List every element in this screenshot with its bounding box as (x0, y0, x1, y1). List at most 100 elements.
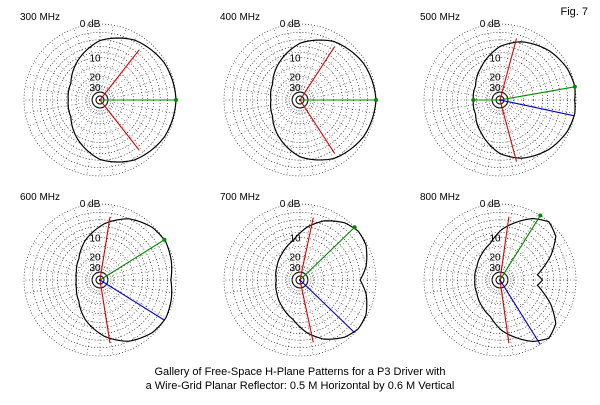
ring-label: 20 (489, 72, 501, 83)
grid-spoke (499, 279, 539, 346)
grid-spoke (25, 266, 101, 281)
grid-spoke (261, 99, 301, 166)
red-line (499, 99, 518, 162)
grid-spoke (25, 99, 101, 114)
grid-spoke (99, 279, 159, 330)
grid-spoke (299, 279, 359, 330)
grid-spoke (299, 279, 327, 352)
green-marker (162, 237, 167, 242)
grid-spoke (273, 208, 301, 281)
grid-spoke (99, 279, 114, 355)
grid-spoke (99, 28, 127, 101)
ring-label: 0 dB (280, 19, 301, 30)
grid-spoke (299, 99, 339, 166)
ring-label: 10 (289, 234, 301, 245)
grid-spoke (428, 99, 501, 127)
green-marker (174, 98, 178, 102)
grid-ring (86, 266, 114, 294)
grid-spoke (299, 28, 327, 101)
grid-spoke (499, 25, 514, 101)
grid-spoke (499, 99, 566, 139)
grid-spoke (486, 99, 501, 175)
grid-ring (446, 226, 554, 334)
grid-spoke (225, 279, 301, 294)
grid-spoke (486, 279, 501, 355)
grid-spoke (99, 25, 114, 101)
grid-spoke (250, 279, 301, 339)
chart-title: 400 MHz (220, 12, 260, 23)
ring-label: 10 (89, 54, 101, 65)
grid-spoke (99, 86, 175, 101)
green-line (499, 86, 575, 101)
red-line (299, 46, 336, 101)
grid-ring (486, 86, 514, 114)
grid-spoke (299, 279, 350, 339)
red-line (99, 99, 140, 151)
grid-spoke (99, 61, 166, 101)
green-marker (572, 84, 577, 89)
grid-spoke (61, 279, 101, 346)
grid-spoke (225, 86, 301, 101)
grid-spoke (234, 61, 301, 101)
grid-spoke (499, 205, 514, 281)
grid-spoke (99, 214, 139, 281)
grid-spoke (499, 230, 559, 281)
grid-spoke (434, 241, 501, 281)
grid-spoke (299, 205, 314, 281)
ring-label: 30 (89, 263, 101, 274)
grid-spoke (299, 279, 375, 294)
grid-spoke (425, 279, 501, 294)
grid-spoke (299, 279, 314, 355)
grid-ring (223, 203, 377, 357)
grid-ring (452, 232, 548, 328)
blue-line (99, 279, 165, 321)
grid-spoke (228, 73, 301, 101)
ring-label: 0 dB (80, 199, 101, 210)
grid-spoke (450, 41, 501, 101)
ring-label: 0 dB (80, 19, 101, 30)
grid-spoke (25, 86, 101, 101)
red-line (99, 49, 140, 101)
grid-spoke (99, 99, 175, 114)
grid-spoke (99, 279, 127, 352)
grid-spoke (34, 279, 101, 319)
grid-spoke (450, 279, 501, 339)
grid-spoke (299, 279, 372, 307)
ring-label: 20 (489, 252, 501, 263)
grid-spoke (99, 34, 139, 101)
red-line (99, 216, 111, 281)
grid-spoke (499, 279, 514, 355)
grid-ring (423, 203, 577, 357)
grid-spoke (225, 266, 301, 281)
grid-spoke (34, 99, 101, 139)
grid-spoke (28, 73, 101, 101)
grid-spoke (434, 99, 501, 139)
grid-spoke (473, 28, 501, 101)
blue-line (499, 279, 541, 345)
grid-spoke (99, 279, 175, 294)
green-marker (471, 98, 476, 102)
grid-spoke (73, 28, 101, 101)
grid-spoke (241, 230, 301, 281)
grid-spoke (99, 99, 166, 139)
grid-spoke (450, 99, 501, 159)
grid-spoke (286, 25, 301, 101)
grid-spoke (450, 221, 501, 281)
grid-spoke (225, 99, 301, 114)
grid-spoke (499, 41, 550, 101)
grid-spoke (73, 99, 101, 172)
chart-title: 300 MHz (20, 12, 60, 23)
grid-spoke (299, 50, 359, 101)
grid-ring (266, 246, 334, 314)
ring-label: 30 (89, 83, 101, 94)
chart-title: 800 MHz (420, 192, 460, 203)
grid-spoke (499, 99, 559, 150)
grid-spoke (473, 99, 501, 172)
grid-spoke (41, 99, 101, 150)
grid-ring (66, 246, 134, 314)
grid-spoke (34, 241, 101, 281)
grid-spoke (461, 34, 501, 101)
grid-spoke (34, 61, 101, 101)
